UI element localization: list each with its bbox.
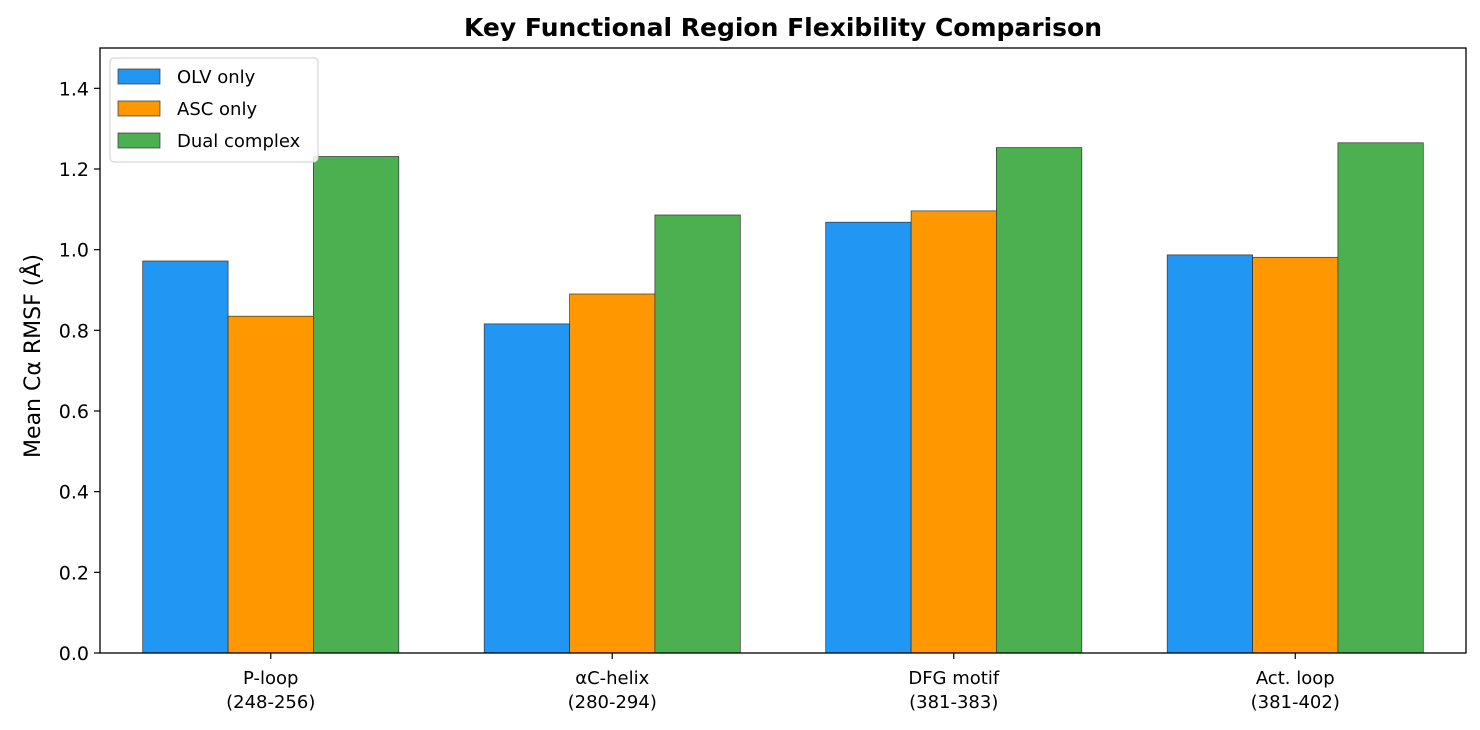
bar-dual-complex-3 [1337, 142, 1424, 654]
bar-dual-complex-0 [313, 156, 400, 654]
bar-olv-only-3 [1166, 254, 1253, 654]
y-tick-label: 0.8 [59, 320, 89, 342]
y-tick-label: 0.6 [59, 401, 89, 423]
y-tick-label: 0.4 [59, 482, 89, 504]
y-axis: 0.0 0.2 0.4 0.6 0.8 1.0 1.2 1.4 [59, 78, 100, 665]
bar-asc-only-0 [227, 315, 314, 654]
y-axis-label: Mean Cα RMSF (Å) [19, 254, 46, 458]
bar-asc-only-2 [910, 210, 997, 654]
bar-dual-complex-2 [996, 147, 1083, 654]
legend-label: ASC only [177, 99, 257, 120]
y-tick-label: 1.2 [59, 159, 89, 181]
legend-label: Dual complex [177, 131, 301, 152]
plot-frame [99, 47, 1467, 654]
bar-asc-only-3 [1252, 256, 1339, 654]
legend: OLV only ASC only Dual complex [109, 57, 319, 163]
y-tick-label: 1.0 [59, 240, 89, 262]
x-axis: P-loop (248-256) αC-helix (280-294) DFG moti… [226, 653, 1340, 713]
legend-swatch [117, 132, 161, 149]
x-tick-label: αC-helix [575, 668, 649, 689]
legend-swatch [117, 68, 161, 85]
y-tick-label: 0.2 [59, 562, 89, 584]
bar-olv-only-1 [483, 323, 570, 654]
x-tick-label: Act. loop [1256, 668, 1335, 689]
x-tick-label: P-loop [243, 668, 298, 689]
x-tick-label: (381-402) [1251, 692, 1340, 713]
y-tick-label: 1.4 [59, 78, 89, 100]
bar-asc-only-1 [569, 293, 656, 654]
bar-dual-complex-1 [654, 214, 741, 654]
bar-olv-only-0 [142, 260, 229, 654]
chart-title: Key Functional Region Flexibility Compar… [464, 13, 1102, 42]
x-tick-label: (248-256) [226, 692, 315, 713]
bar-olv-only-2 [825, 221, 912, 654]
bars-group [142, 142, 1424, 654]
x-tick-label: (280-294) [568, 692, 657, 713]
legend-swatch [117, 100, 161, 117]
y-tick-label: 0.0 [59, 643, 89, 665]
x-tick-label: DFG motif [908, 668, 999, 689]
x-tick-label: (381-383) [909, 692, 998, 713]
legend-box [109, 57, 319, 163]
legend-label: OLV only [177, 67, 256, 88]
